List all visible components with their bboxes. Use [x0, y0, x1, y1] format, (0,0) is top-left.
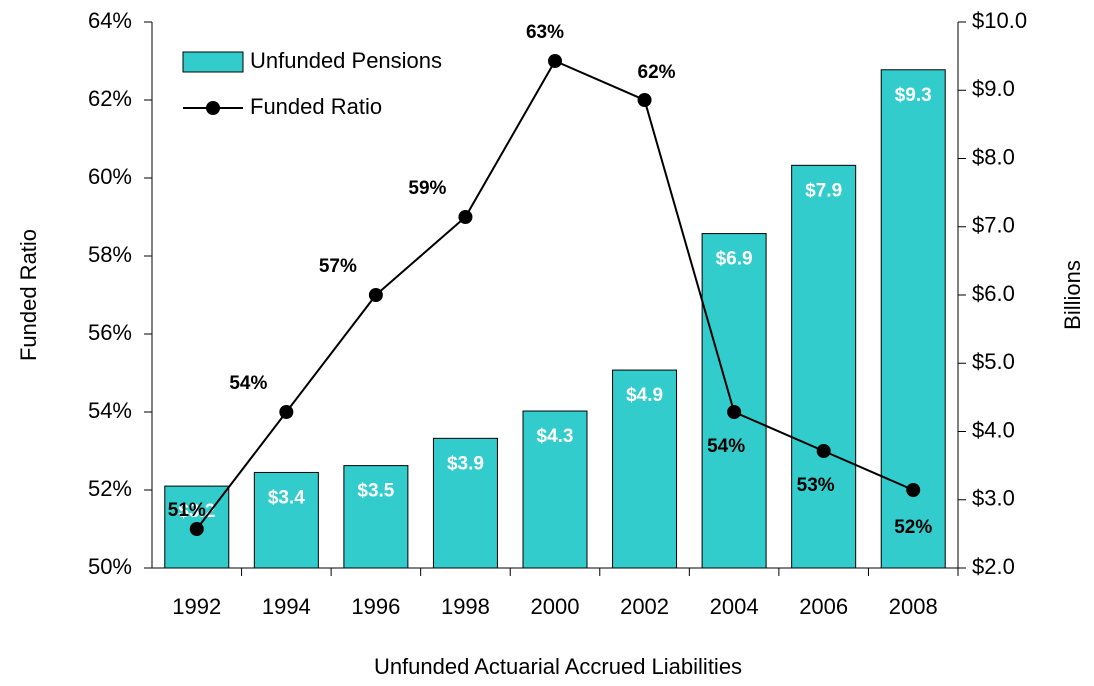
y-tick-label: 58% — [88, 242, 132, 267]
line-value-label: 63% — [526, 22, 564, 43]
x-axis-title: Unfunded Actuarial Accrued Liabilities — [374, 654, 742, 679]
y2-tick-label: $3.0 — [972, 486, 1015, 511]
line-point — [906, 483, 921, 497]
bar-value-label: $4.9 — [626, 385, 663, 406]
x-tick-label: 1996 — [351, 594, 400, 619]
y2-tick-label: $9.0 — [972, 76, 1015, 101]
y-tick-label: 54% — [88, 398, 132, 423]
line-value-label: 62% — [638, 62, 676, 83]
x-tick-label: 1998 — [441, 594, 490, 619]
bar-value-label: $9.3 — [895, 85, 932, 106]
bar-value-label: $6.9 — [716, 249, 753, 270]
line-point — [548, 54, 562, 68]
x-tick-label: 2006 — [799, 594, 848, 619]
y-tick-label: 60% — [88, 164, 132, 189]
line-point — [727, 405, 742, 419]
legend-marker — [206, 101, 220, 115]
line-point — [189, 522, 204, 536]
legend-swatch — [182, 51, 244, 73]
bar — [791, 164, 857, 569]
y2-tick-label: $2.0 — [972, 554, 1015, 579]
bar-value-label: $4.3 — [537, 426, 574, 447]
bar — [343, 465, 409, 569]
bar — [253, 471, 319, 569]
line-value-label: 59% — [408, 178, 446, 199]
bar — [701, 233, 767, 569]
line-point — [279, 405, 294, 419]
line-value-label: 53% — [797, 475, 835, 496]
y-tick-label: 56% — [88, 320, 132, 345]
y2-tick-label: $6.0 — [972, 281, 1015, 306]
bar-value-label: $3.9 — [447, 453, 484, 474]
y-tick-label: 62% — [88, 86, 132, 111]
x-tick-label: 2008 — [889, 594, 938, 619]
y-tick-label: 50% — [88, 554, 132, 579]
line-value-label: 54% — [707, 436, 745, 457]
legend-label: Funded Ratio — [250, 94, 382, 119]
y-axis-title: Funded Ratio — [16, 229, 41, 361]
x-tick-label: 2002 — [620, 594, 669, 619]
line-value-label: 51% — [168, 500, 206, 521]
y2-axis-title: Billions — [1060, 260, 1085, 330]
y2-tick-label: $8.0 — [972, 144, 1015, 169]
bar-value-label: $3.4 — [268, 487, 305, 508]
line-value-label: 54% — [229, 373, 267, 394]
line-point — [816, 444, 831, 458]
x-tick-label: 2000 — [531, 594, 580, 619]
y2-tick-label: $4.0 — [972, 417, 1015, 442]
bar-value-label: $3.5 — [357, 481, 394, 502]
x-tick-label: 2004 — [710, 594, 759, 619]
line-value-label: 52% — [894, 517, 932, 538]
x-tick-label: 1992 — [172, 594, 221, 619]
line-value-label: 57% — [319, 256, 357, 277]
bar-value-label: $7.9 — [805, 180, 842, 201]
bar — [522, 410, 588, 569]
line-point — [458, 210, 473, 224]
y2-tick-label: $5.0 — [972, 349, 1015, 374]
bar — [612, 369, 678, 569]
y2-tick-label: $10.0 — [972, 8, 1027, 33]
y2-tick-label: $7.0 — [972, 213, 1015, 238]
line-point — [637, 93, 652, 107]
y-tick-label: 64% — [88, 8, 132, 33]
bar — [432, 437, 498, 569]
y-tick-label: 52% — [88, 476, 132, 501]
line-point — [368, 288, 383, 302]
legend-label: Unfunded Pensions — [250, 48, 442, 73]
x-tick-label: 1994 — [262, 594, 311, 619]
